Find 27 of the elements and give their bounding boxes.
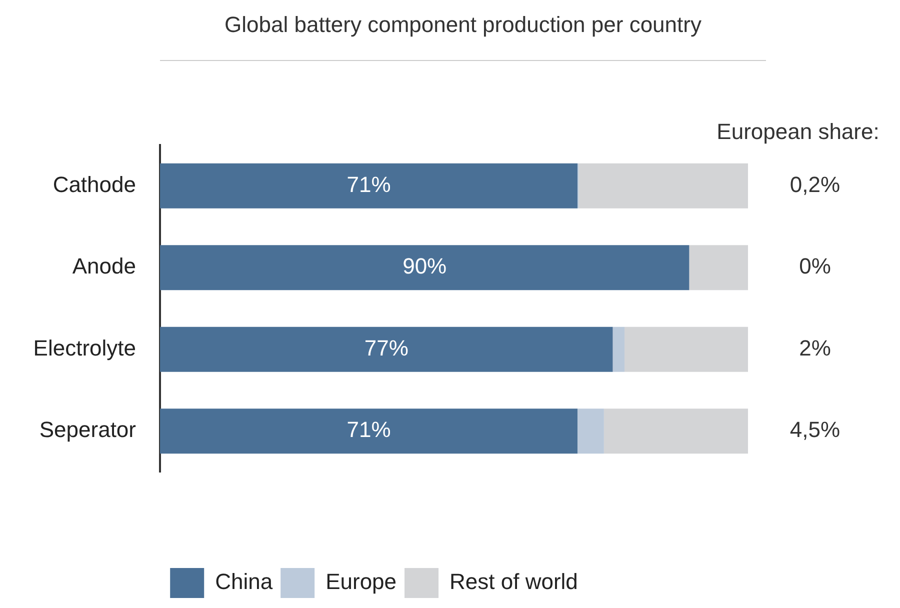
bar: [578, 163, 748, 208]
legend-label: China: [215, 569, 274, 594]
data-label: 90%: [402, 254, 447, 279]
text: 0,2%: [790, 172, 840, 197]
data-label: 71%: [346, 417, 391, 442]
bar: [160, 245, 690, 290]
legend-label: Europe: [326, 569, 397, 594]
annotation: European share:: [716, 119, 880, 144]
bar: [689, 245, 748, 290]
y-tick-label: Anode: [72, 254, 136, 279]
bar: [604, 408, 748, 454]
chart-title: Global battery component production per country: [224, 12, 702, 38]
text: 0%: [799, 254, 831, 279]
legend-label: Rest of world: [450, 569, 578, 594]
bar: [160, 163, 578, 208]
bar: [612, 326, 625, 372]
y-tick-label: Cathode: [52, 172, 136, 197]
bar: [160, 408, 578, 454]
data-label: 71%: [346, 172, 391, 197]
y-tick-label: Electrolyte: [33, 335, 136, 360]
bar: [577, 408, 604, 454]
y-tick-label: Seperator: [39, 417, 136, 442]
bar: [160, 326, 613, 372]
text: 2%: [799, 335, 831, 360]
text: 4,5%: [790, 417, 840, 442]
data-label: 77%: [364, 335, 408, 360]
bar: [624, 326, 748, 372]
